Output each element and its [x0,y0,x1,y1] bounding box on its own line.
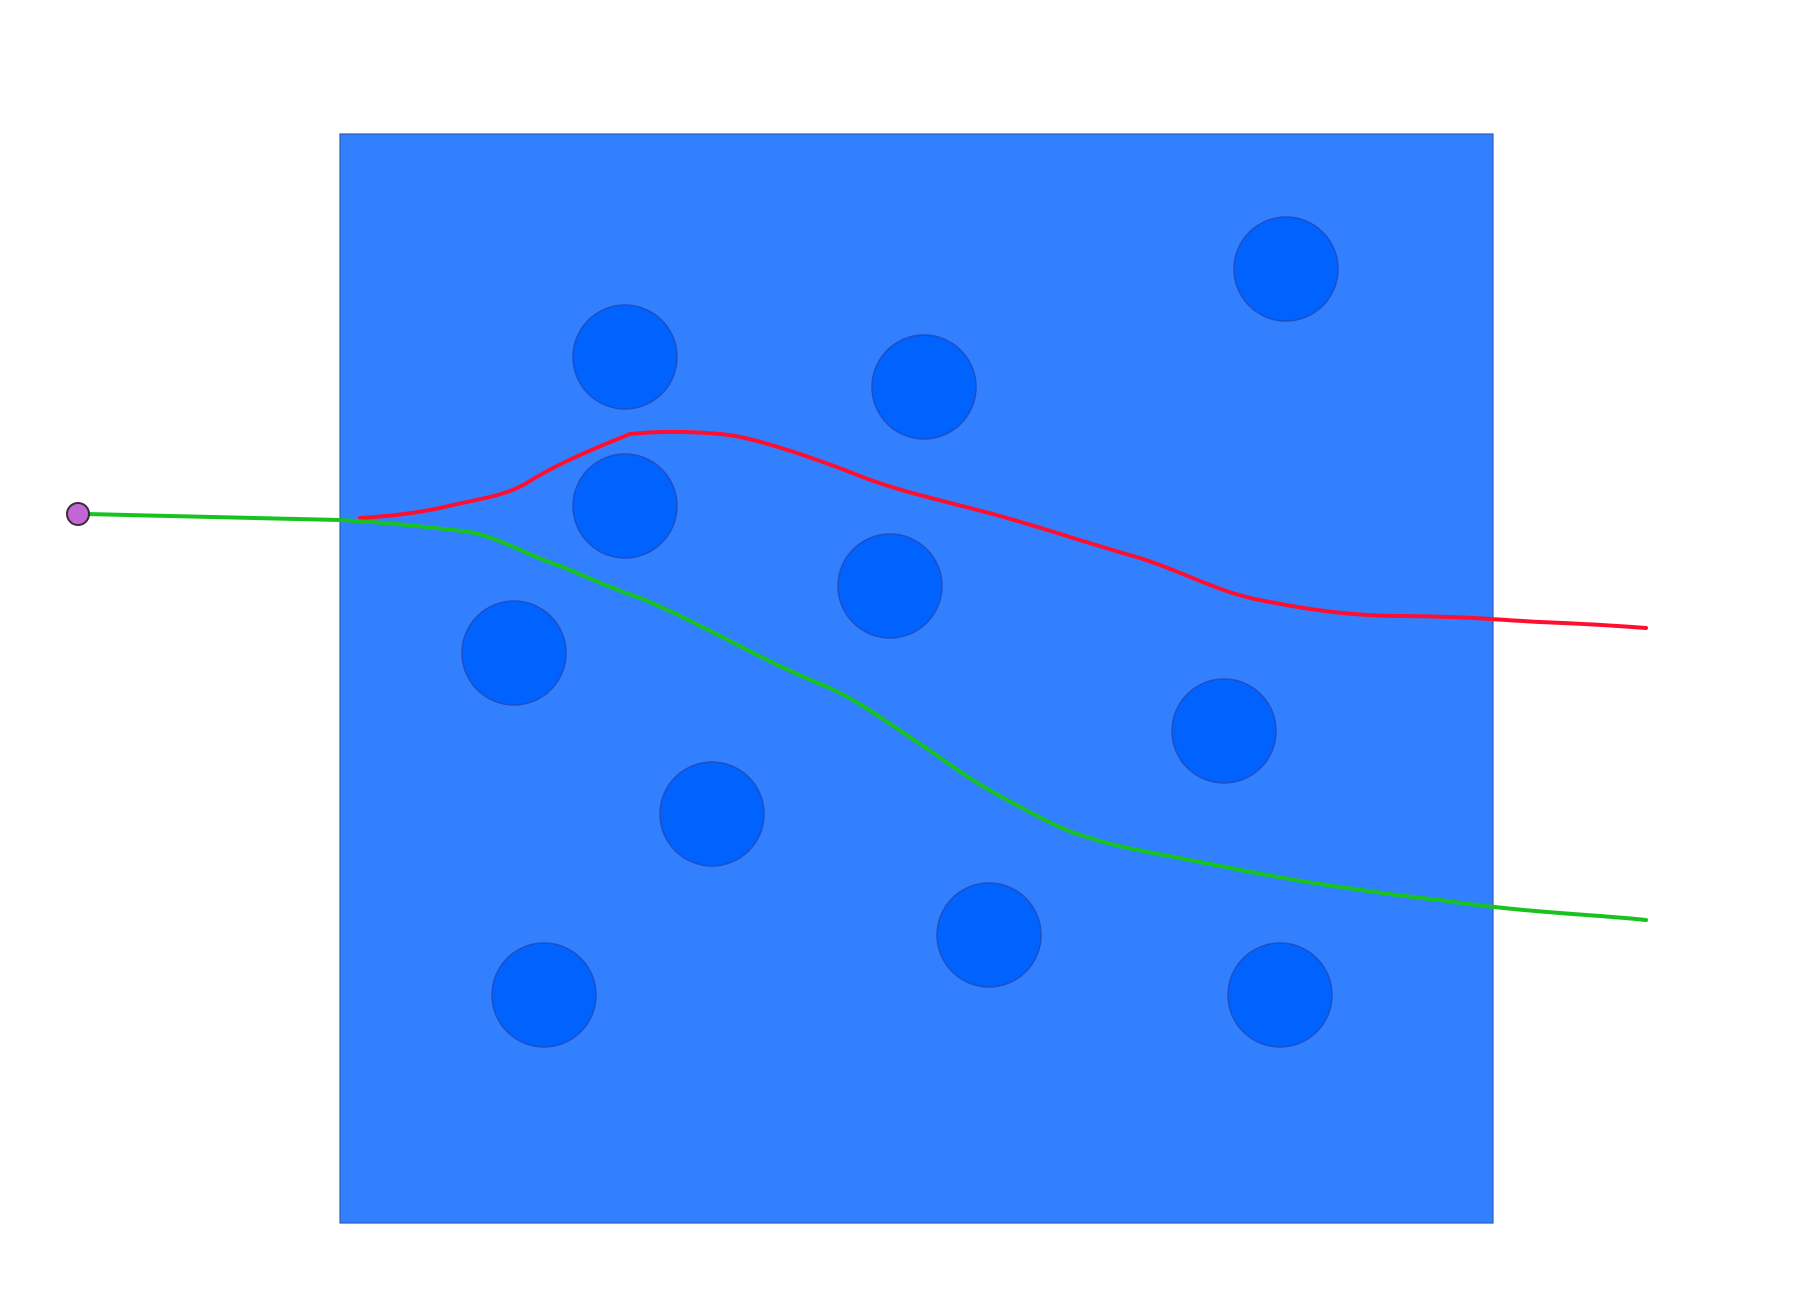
obstacle-2 [871,334,977,440]
source-point [66,502,90,526]
obstacle-7 [1171,678,1277,784]
obstacle-4 [572,453,678,559]
obstacles-group [461,216,1339,1048]
ray-upper [358,429,1648,630]
obstacle-11 [1227,942,1333,1048]
obstacle-1 [572,304,678,410]
obstacle-8 [659,761,765,867]
obstacle-9 [936,882,1042,988]
ray-lower [85,512,1648,922]
rays-group [85,429,1648,922]
obstacle-5 [837,533,943,639]
obstacle-3 [1233,216,1339,322]
obstacle-6 [461,600,567,706]
obstacle-10 [491,942,597,1048]
